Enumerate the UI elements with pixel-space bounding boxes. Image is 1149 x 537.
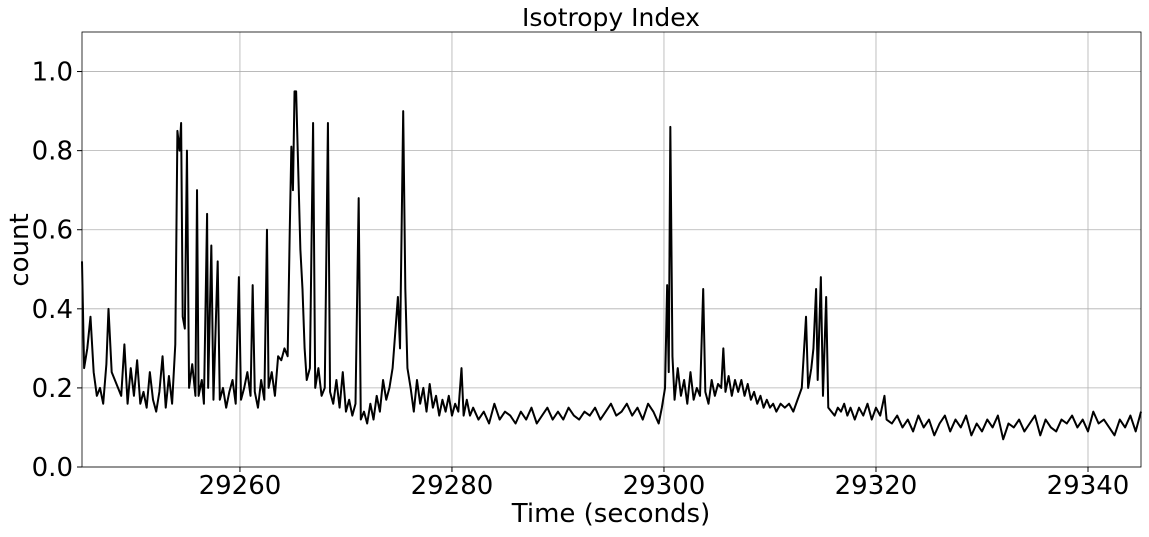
- chart-title: Isotropy Index: [522, 3, 700, 32]
- data-line: [81, 90, 1142, 441]
- y-tick-label: 0.8: [32, 137, 73, 167]
- y-tick-label: 0.6: [32, 216, 73, 246]
- y-tick-label: 1.0: [32, 58, 73, 88]
- x-tick-label: 29300: [623, 471, 706, 501]
- x-tick-label: 29280: [411, 471, 494, 501]
- x-tick-label: 29260: [199, 471, 282, 501]
- y-axis-label: count: [5, 213, 35, 286]
- y-tick-label: 0.2: [32, 374, 73, 404]
- x-tick-label: 29340: [1047, 471, 1130, 501]
- x-tick-label: 29320: [835, 471, 918, 501]
- plot-frame: [81, 31, 1142, 468]
- x-axis-label: Time (seconds): [511, 499, 710, 529]
- y-tick-label: 0.0: [32, 453, 73, 483]
- y-tick-label: 0.4: [32, 295, 73, 325]
